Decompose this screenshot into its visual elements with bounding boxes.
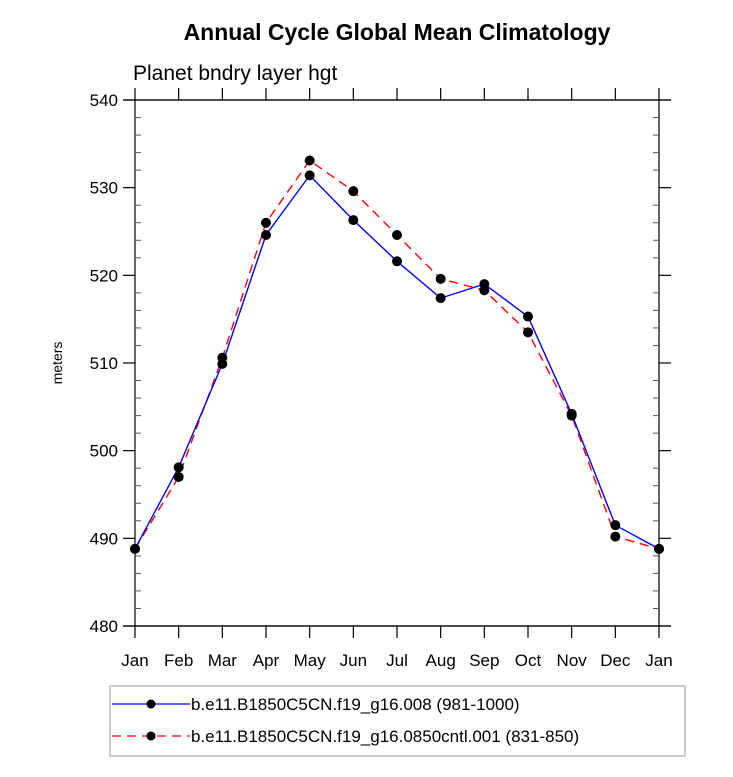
data-point-series-2 bbox=[479, 285, 490, 296]
data-point-series-2 bbox=[392, 230, 402, 241]
x-tick-label: Jul bbox=[386, 651, 408, 670]
plot-frame bbox=[134, 99, 660, 627]
data-point-series-2 bbox=[173, 471, 184, 482]
data-point-series-1 bbox=[610, 520, 621, 531]
y-tick-label: 480 bbox=[90, 617, 118, 636]
data-point-series-2 bbox=[435, 273, 446, 284]
data-point-series-2 bbox=[217, 352, 228, 363]
y-tick-label: 540 bbox=[90, 91, 118, 110]
y-tick-labels: 480 490 500 510 520 530 540 bbox=[90, 91, 118, 636]
data-point-series-2 bbox=[130, 543, 140, 554]
legend-marker-series-2 bbox=[146, 731, 156, 741]
y-tick-label: 490 bbox=[90, 529, 118, 548]
data-point-series-2 bbox=[348, 186, 359, 197]
x-tick-label: Mar bbox=[208, 651, 238, 670]
chart-subtitle: Planet bndry layer hgt bbox=[133, 62, 337, 85]
data-point-series-1 bbox=[435, 293, 446, 304]
data-point-series-1 bbox=[173, 462, 184, 473]
data-point-series-2 bbox=[654, 543, 664, 554]
data-point-series-1 bbox=[523, 311, 533, 322]
y-axis-label: meters bbox=[49, 342, 65, 385]
x-tick-label: Sep bbox=[469, 651, 499, 670]
data-point-series-2 bbox=[304, 155, 315, 166]
x-tick-label: Jan bbox=[645, 651, 672, 670]
legend-marker-series-1 bbox=[146, 699, 156, 709]
x-tick-label: May bbox=[294, 651, 327, 670]
x-tick-label: Aug bbox=[426, 651, 456, 670]
x-tick-label: Oct bbox=[515, 651, 542, 670]
x-tick-label: Apr bbox=[253, 651, 280, 670]
legend-box bbox=[109, 685, 686, 757]
x-tick-label: Dec bbox=[600, 651, 631, 670]
data-point-series-2 bbox=[610, 531, 621, 542]
x-tick-label: Nov bbox=[557, 651, 588, 670]
x-tick-label: Feb bbox=[164, 651, 193, 670]
y-tick-label: 530 bbox=[90, 179, 118, 198]
x-tick-label: Jun bbox=[340, 651, 367, 670]
data-point-series-1 bbox=[261, 230, 271, 241]
data-point-series-2 bbox=[523, 327, 533, 338]
y-tick-label: 500 bbox=[90, 442, 118, 461]
x-tick-label: Jan bbox=[121, 651, 148, 670]
data-point-series-1 bbox=[304, 170, 315, 181]
series-group bbox=[130, 155, 664, 554]
legend: b.e11.B1850C5CN.f19_g16.008 (981-1000) b… bbox=[109, 685, 686, 757]
data-point-series-2 bbox=[566, 410, 577, 421]
x-tick-labels: Jan Feb Mar Apr May Jun Jul Aug Sep Oct Nov Dec Jan bbox=[121, 651, 672, 670]
data-point-series-2 bbox=[261, 217, 271, 228]
y-tick-label: 510 bbox=[90, 354, 118, 373]
data-point-series-1 bbox=[348, 215, 359, 226]
chart-title: Annual Cycle Global Mean Climatology bbox=[184, 19, 611, 45]
legend-label-series-2: b.e11.B1850C5CN.f19_g16.0850cntl.001 (83… bbox=[191, 727, 579, 746]
legend-label-series-1: b.e11.B1850C5CN.f19_g16.008 (981-1000) bbox=[191, 695, 520, 714]
y-tick-label: 520 bbox=[90, 266, 118, 285]
series-line-2 bbox=[134, 159, 660, 550]
data-point-series-1 bbox=[392, 256, 402, 267]
axis-ticks bbox=[123, 88, 671, 638]
